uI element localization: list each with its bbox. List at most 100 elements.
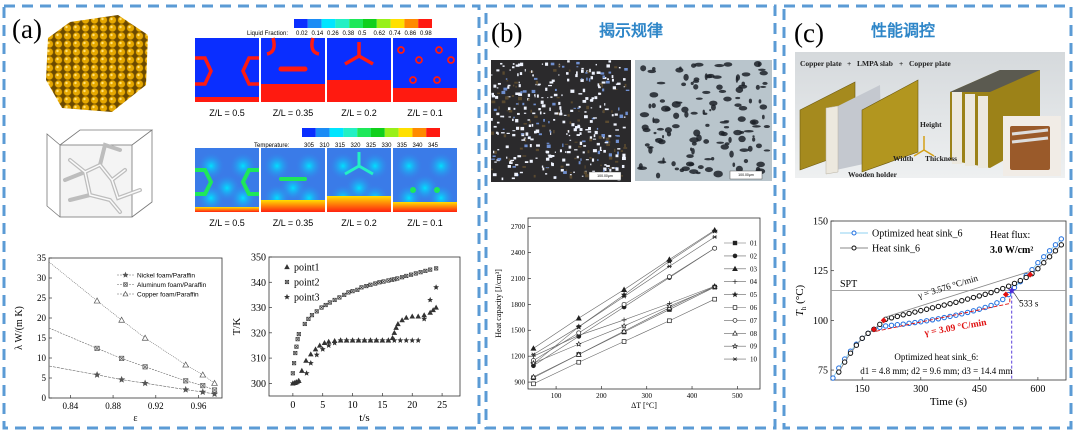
data-point	[303, 357, 309, 363]
y-tick-label: 30	[37, 273, 47, 283]
legend-label: Aluminum foam/Paraffin	[137, 282, 207, 289]
data-point	[1005, 283, 1012, 289]
data-point	[877, 321, 883, 328]
data-point	[312, 346, 319, 352]
legend-label: 08	[750, 330, 758, 338]
data-point	[1035, 260, 1041, 266]
data-point	[350, 289, 355, 294]
data-point	[200, 383, 206, 389]
y-tick-label: 0	[42, 393, 47, 403]
data-point	[1041, 254, 1047, 260]
data-point	[399, 317, 405, 323]
data-point	[342, 292, 347, 297]
colorbar-cell	[426, 128, 440, 137]
legend-label: Heat sink_6	[872, 244, 920, 255]
colorbar-tick-label: 0.98	[420, 31, 432, 37]
series-copper-foam-paraffin	[48, 261, 218, 386]
data-point	[314, 309, 319, 314]
label-thickness: Thickness	[925, 154, 957, 163]
data-point	[332, 297, 337, 303]
legend-label: 05	[750, 291, 758, 299]
data-point	[122, 290, 129, 297]
slice-label: Z/L = 0.1	[407, 218, 442, 228]
data-point	[918, 307, 924, 314]
data-point	[882, 323, 889, 329]
colorbar-tick-label: 0.5	[358, 31, 367, 37]
time-marker-star	[1007, 286, 1016, 294]
data-point	[361, 337, 368, 343]
data-point	[403, 314, 410, 320]
data-point	[1023, 274, 1029, 281]
data-point	[423, 268, 428, 273]
legend-label: Optimized heat sink_6	[872, 229, 963, 240]
series-line	[48, 261, 215, 384]
data-point	[1000, 296, 1006, 303]
legend-label: 04	[750, 278, 758, 286]
liquid-fraction-slice	[327, 38, 391, 102]
data-point	[888, 322, 895, 329]
data-point	[307, 351, 314, 357]
data-point	[379, 337, 386, 343]
liquid-fraction-slice	[195, 38, 259, 102]
colorbar-cell	[294, 19, 308, 28]
y-tick-label: 15	[37, 333, 47, 343]
panel-c-frame	[782, 4, 1073, 430]
slice-label: Z/L = 0.1	[407, 108, 442, 118]
data-point	[386, 278, 391, 283]
data-point	[1052, 242, 1059, 248]
data-point	[732, 357, 738, 361]
legend: 01 02 03 04 05 06 07 08 09 10	[724, 240, 758, 364]
data-point	[976, 293, 983, 299]
data-point	[621, 294, 627, 299]
dimensions-label: d1 = 4.8 mm; d2 = 9.6 mm; d3 = 14.4 mm	[860, 366, 1012, 376]
x-tick-label: 500	[732, 392, 743, 400]
heat-flux-label: Heat flux:	[990, 230, 1030, 241]
data-point	[667, 318, 672, 324]
panel-b-frame	[484, 4, 777, 430]
x-tick-label: 0	[290, 400, 295, 411]
heat-sink-chart: 150 300 450 600 75 100 125 150 Time (s) Th (°C) Op…	[794, 217, 1067, 408]
data-point	[711, 283, 718, 290]
colorbar-cell	[390, 19, 405, 28]
y-tick-label: 100	[813, 316, 828, 327]
data-point	[359, 285, 364, 290]
colorbar-tick-label: 325	[366, 143, 377, 149]
data-point	[182, 361, 190, 368]
y-tick-label: 310	[251, 354, 266, 365]
data-point	[142, 364, 148, 370]
data-point	[393, 324, 399, 330]
data-point	[309, 313, 315, 318]
micrographs: 100.00μm 100.00μm	[491, 60, 772, 182]
data-point	[1011, 280, 1018, 287]
data-point	[953, 299, 959, 305]
y-tick-label: 20	[37, 313, 47, 323]
panel-a-frame	[2, 4, 481, 430]
data-point	[1052, 248, 1059, 254]
legend-marker	[851, 230, 857, 236]
label-wooden-holder: Wooden holder	[848, 170, 898, 179]
data-point	[421, 315, 428, 322]
data-point	[337, 337, 344, 343]
data-point	[427, 296, 434, 303]
scale-bar-label: 100.00μm	[597, 174, 613, 178]
data-point	[900, 321, 906, 327]
data-point	[391, 329, 398, 335]
data-point	[847, 350, 854, 356]
temperature-slice	[261, 148, 325, 212]
data-point	[377, 280, 382, 285]
data-point	[530, 359, 537, 366]
spt-label: SPT	[840, 279, 857, 290]
data-point	[530, 373, 537, 380]
legend: Optimized heat sink_6 Heat sink_6	[840, 229, 963, 255]
data-point	[836, 369, 842, 375]
colorbar-tick-label: 345	[428, 143, 439, 149]
colorbar-tick-label: 335	[397, 143, 408, 149]
data-point	[732, 279, 738, 284]
data-point	[732, 253, 738, 259]
y-tick-label: 1800	[511, 301, 526, 309]
data-point	[395, 276, 400, 281]
liquid-fraction-slice	[261, 37, 325, 102]
heat-flux-value: 3.0 W/cm²	[990, 245, 1033, 256]
colorbar-tick-label: 0.62	[374, 31, 386, 37]
data-point	[94, 345, 100, 351]
